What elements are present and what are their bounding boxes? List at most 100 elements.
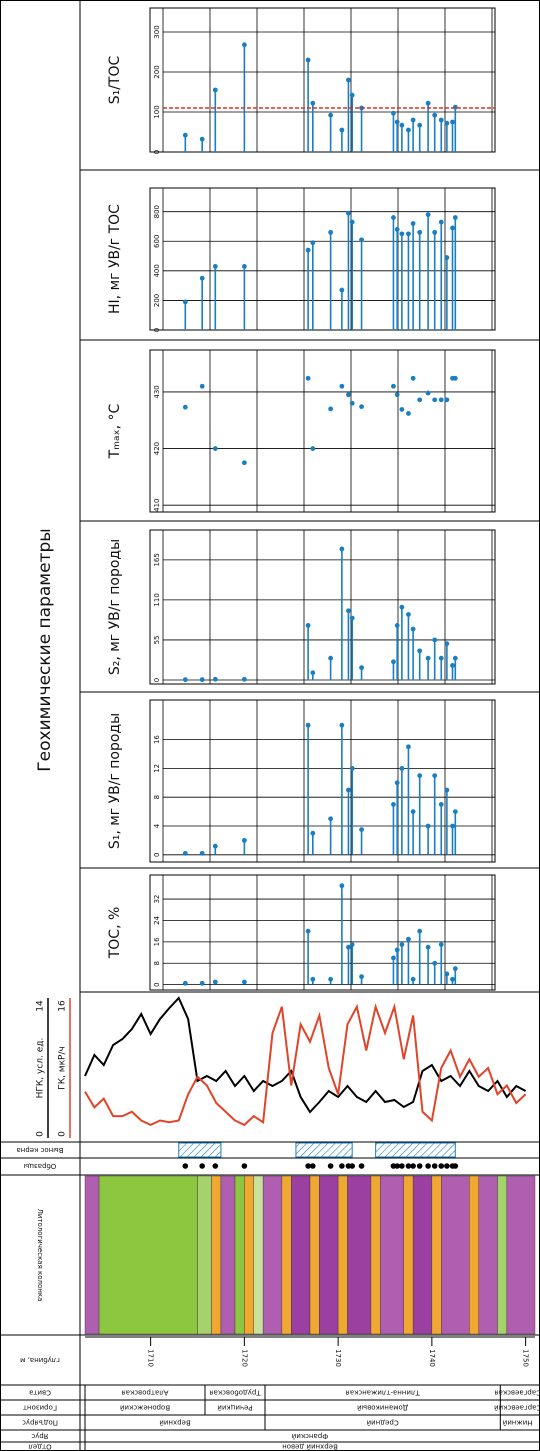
point	[406, 612, 411, 617]
point	[241, 263, 247, 269]
log-curve	[84, 996, 527, 1114]
y-tick-label: 0	[153, 150, 161, 154]
point	[339, 383, 345, 389]
point	[328, 976, 334, 982]
lithology-label: Литологическая колонка	[36, 1209, 44, 1302]
point	[417, 928, 423, 934]
y-tick-label: 410	[153, 499, 161, 512]
sample	[438, 1163, 445, 1169]
core-interval	[295, 1142, 353, 1158]
y-tick-label: 0	[153, 982, 161, 986]
strat-row-label: Подъярус	[22, 1419, 58, 1427]
lithology-layer	[197, 1175, 212, 1335]
point	[444, 120, 450, 126]
point	[328, 655, 334, 661]
point	[346, 210, 351, 216]
point	[410, 221, 416, 226]
point	[359, 237, 364, 243]
sample	[431, 1163, 438, 1169]
y-tick-label: 55	[153, 635, 161, 644]
point	[452, 655, 458, 661]
point	[212, 263, 218, 269]
point	[349, 400, 355, 406]
point	[391, 802, 396, 807]
point	[349, 942, 355, 947]
point	[349, 615, 355, 621]
y-tick-label: 200	[153, 294, 161, 307]
panel-label: TOC, %	[107, 907, 123, 960]
strat-unit: Доманиковый	[357, 1404, 408, 1412]
point	[182, 132, 188, 138]
point	[452, 215, 458, 220]
point	[399, 942, 405, 947]
y-tick-label: 165	[153, 553, 161, 566]
y-tick-label: 4	[153, 823, 161, 828]
depth-tick-label: 1750	[522, 1349, 530, 1367]
point	[417, 397, 423, 403]
legend-entry: НГК, усл. ед.	[36, 1038, 46, 1099]
point	[241, 460, 247, 466]
point	[425, 823, 431, 829]
panel-label: S₁/TOC	[107, 55, 123, 104]
strat-unit: Воронежский	[120, 1404, 170, 1412]
point	[394, 119, 400, 125]
point	[450, 119, 455, 125]
point	[212, 676, 218, 682]
lithology-layer	[441, 1175, 470, 1335]
panel-label: HI, мг УВ/г TOC	[107, 204, 123, 314]
point	[425, 212, 431, 218]
strat-unit: Речицкий	[217, 1404, 252, 1412]
sample	[358, 1163, 365, 1169]
y-tick-label: 600	[153, 235, 161, 248]
point	[450, 976, 455, 982]
strat-unit: Франский	[292, 1432, 329, 1440]
point	[394, 392, 400, 398]
point	[339, 722, 345, 728]
point	[432, 637, 438, 643]
y-tick-label: 300	[153, 25, 161, 38]
point	[410, 809, 416, 814]
strat-unit: Саргаевская	[494, 1389, 540, 1397]
point	[349, 766, 355, 771]
lithology-layer	[497, 1175, 508, 1335]
point	[452, 966, 458, 972]
point	[241, 42, 247, 48]
y-tick-label: 32	[153, 895, 161, 904]
point	[438, 655, 444, 661]
lithology-layer	[262, 1175, 283, 1335]
scale-max: 14	[36, 1000, 46, 1012]
point	[199, 677, 205, 683]
y-tick-label: 0	[153, 328, 161, 332]
depth-tick-label: 1730	[334, 1349, 342, 1367]
lithology-layer	[281, 1175, 292, 1335]
point	[305, 928, 311, 934]
point	[394, 622, 400, 628]
point	[438, 117, 444, 123]
y-tick-label: 110	[153, 593, 161, 606]
point	[399, 604, 405, 610]
sample	[199, 1163, 205, 1169]
point	[310, 670, 316, 676]
log-curve	[84, 1002, 527, 1127]
y-tick-label: 12	[153, 764, 161, 773]
point	[346, 608, 351, 614]
strat-unit: Нижний	[503, 1419, 533, 1427]
strat-unit: Средний	[367, 1419, 399, 1427]
sample	[399, 1163, 405, 1169]
y-tick-label: 0	[153, 678, 161, 682]
core-interval	[375, 1142, 456, 1158]
point	[199, 850, 205, 856]
depth-tick-label: 1720	[240, 1349, 248, 1367]
core-interval	[178, 1142, 222, 1158]
strat-row-label: Ярус	[31, 1432, 48, 1440]
point	[432, 960, 438, 966]
point	[438, 397, 444, 403]
point	[425, 944, 431, 950]
point	[310, 100, 316, 106]
strat-row-label: Горизонт	[23, 1404, 57, 1412]
point	[359, 665, 364, 671]
point	[346, 77, 351, 83]
point	[305, 247, 311, 253]
panel-label: Tₘₐₓ, °C	[107, 403, 123, 459]
point	[444, 255, 450, 260]
